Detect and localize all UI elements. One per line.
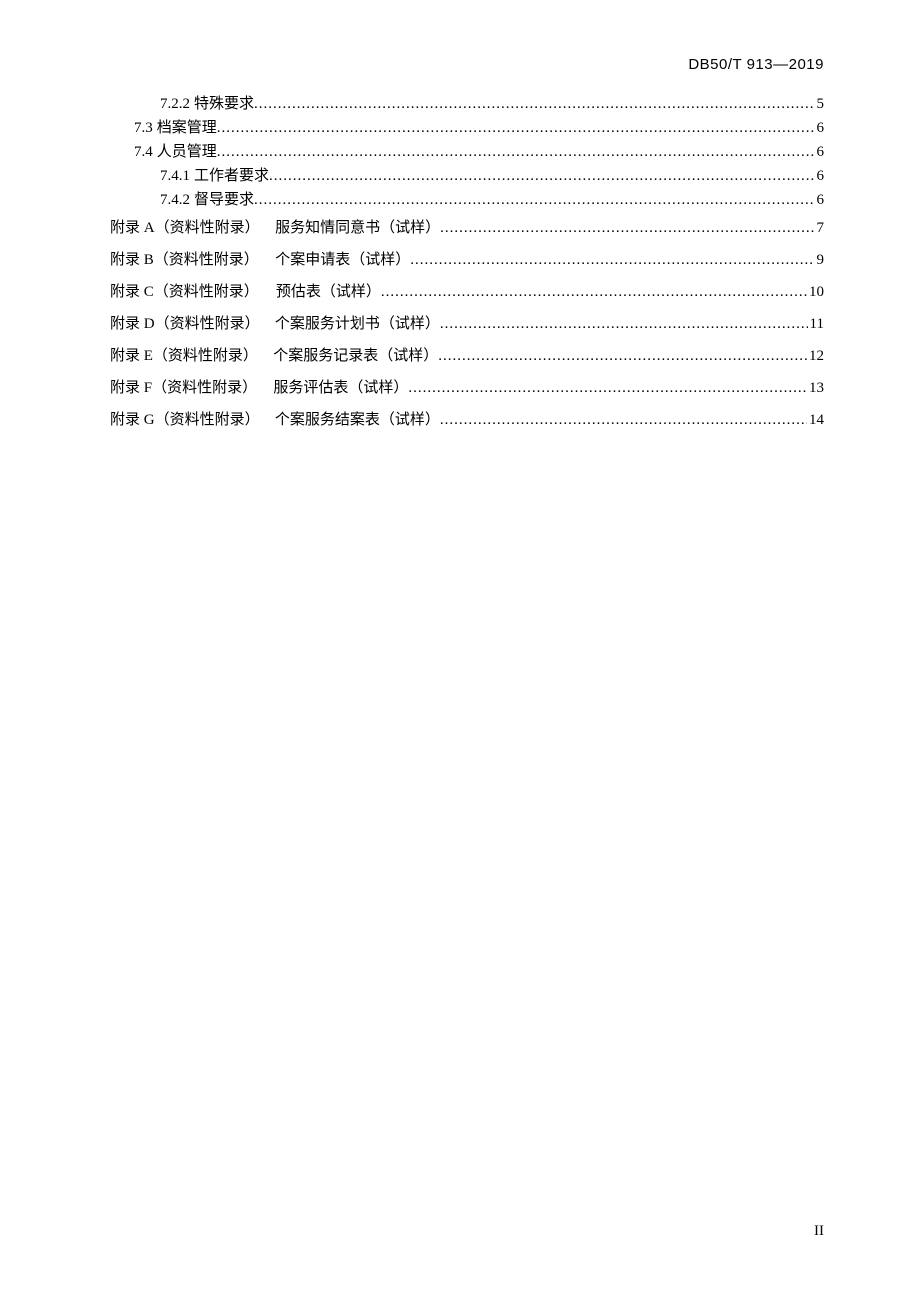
toc-entry: 附录 F（资料性附录） 服务评估表（试样） 13 (110, 372, 824, 404)
toc-entry-title: 个案服务记录表（试样） (273, 340, 438, 372)
page-number: II (814, 1223, 824, 1240)
toc-appendix-label: 附录 A（资料性附录） (110, 212, 260, 244)
toc-entry-page: 6 (815, 188, 825, 212)
toc-entry: 7.4人员管理 6 (134, 140, 824, 164)
document-code: DB50/T 913—2019 (688, 56, 824, 73)
toc-entry-number: 7.4.2 (160, 188, 190, 212)
toc-entry-page: 9 (815, 244, 825, 276)
toc-entry-title: 预估表（试样） (276, 276, 381, 308)
toc-entry-number: 7.3 (134, 116, 153, 140)
toc-entry: 7.3档案管理 6 (134, 116, 824, 140)
toc-entry-title: 服务评估表（试样） (273, 372, 408, 404)
toc-entry-title: 服务知情同意书（试样） (275, 212, 440, 244)
toc-appendix-label: 附录 G（资料性附录） (110, 404, 260, 436)
toc-entry-number: 7.2.2 (160, 92, 190, 116)
toc-entry: 附录 C（资料性附录） 预估表（试样） 10 (110, 276, 824, 308)
toc-entry-title: 人员管理 (157, 140, 217, 164)
toc-entry-page: 7 (815, 212, 825, 244)
toc-appendix-label: 附录 E（资料性附录） (110, 340, 258, 372)
toc-leader-dots (440, 308, 808, 340)
toc-entry: 附录 D（资料性附录） 个案服务计划书（试样） 11 (110, 308, 824, 340)
toc-leader-dots (410, 244, 814, 276)
toc-leader-dots (381, 276, 807, 308)
toc-entry: 附录 G（资料性附录） 个案服务结案表（试样） 14 (110, 404, 824, 436)
toc-entry-page: 13 (807, 372, 824, 404)
toc-entry-page: 6 (815, 140, 825, 164)
toc-leader-dots (217, 116, 815, 140)
toc-leader-dots (217, 140, 815, 164)
toc-appendix-label: 附录 F（资料性附录） (110, 372, 257, 404)
toc-leader-dots (438, 340, 807, 372)
toc-entry-number: 7.4 (134, 140, 153, 164)
toc-leader-dots (440, 404, 807, 436)
toc-entry-number: 7.4.1 (160, 164, 190, 188)
toc-entry-page: 5 (815, 92, 825, 116)
toc-appendix-label: 附录 B（资料性附录） (110, 244, 259, 276)
toc-entry: 7.4.1工作者要求 6 (160, 164, 824, 188)
toc-entry: 附录 E（资料性附录） 个案服务记录表（试样） 12 (110, 340, 824, 372)
toc-entry-title: 工作者要求 (194, 164, 269, 188)
toc-entry: 7.4.2督导要求 6 (160, 188, 824, 212)
toc-entry-page: 11 (808, 308, 824, 340)
toc-entry-page: 6 (815, 116, 825, 140)
toc-entry-title: 督导要求 (194, 188, 254, 212)
toc-entry-title: 特殊要求 (194, 92, 254, 116)
toc-leader-dots (269, 164, 814, 188)
toc-entry-title: 个案申请表（试样） (275, 244, 410, 276)
toc-entry: 7.2.2特殊要求 5 (160, 92, 824, 116)
toc-appendix-label: 附录 C（资料性附录） (110, 276, 259, 308)
toc-entry-title: 个案服务计划书（试样） (275, 308, 440, 340)
toc-entry-page: 6 (815, 164, 825, 188)
toc-entry-page: 12 (807, 340, 824, 372)
toc-leader-dots (408, 372, 807, 404)
toc-appendix-label: 附录 D（资料性附录） (110, 308, 260, 340)
toc-leader-dots (254, 92, 814, 116)
toc-leader-dots (440, 212, 814, 244)
toc-entry: 附录 A（资料性附录） 服务知情同意书（试样） 7 (110, 212, 824, 244)
toc-leader-dots (254, 188, 814, 212)
table-of-contents: 7.2.2特殊要求57.3档案管理67.4人员管理67.4.1工作者要求67.4… (110, 92, 824, 436)
toc-entry-title: 个案服务结案表（试样） (275, 404, 440, 436)
toc-entry: 附录 B（资料性附录） 个案申请表（试样） 9 (110, 244, 824, 276)
toc-entry-page: 10 (807, 276, 824, 308)
toc-entry-page: 14 (807, 404, 824, 436)
toc-entry-title: 档案管理 (157, 116, 217, 140)
